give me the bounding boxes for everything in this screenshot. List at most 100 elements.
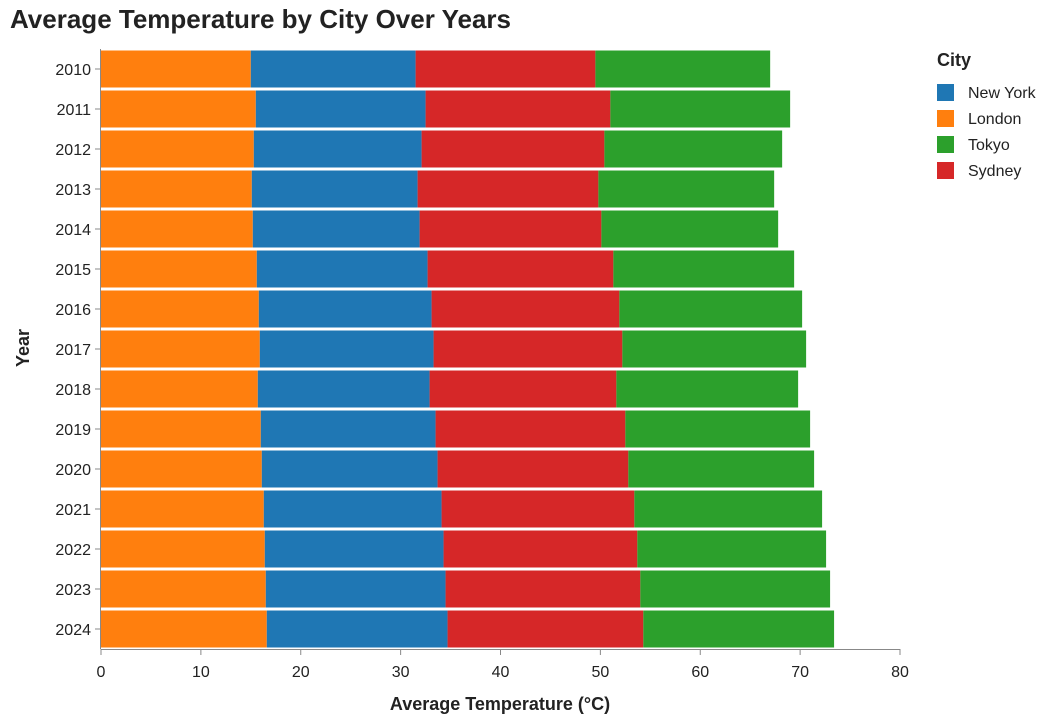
y-tick-label: 2022 bbox=[55, 542, 91, 559]
bar-new-york-2022 bbox=[264, 530, 444, 568]
bar-new-york-2023 bbox=[265, 570, 446, 608]
y-tick-label: 2010 bbox=[55, 62, 91, 79]
bar-new-york-2013 bbox=[251, 170, 418, 208]
bar-tokyo-2010 bbox=[595, 50, 771, 88]
legend: City New York London Tokyo Sydney bbox=[937, 50, 1037, 180]
y-tick-label: 2018 bbox=[55, 382, 91, 399]
bar-tokyo-2012 bbox=[604, 130, 783, 168]
y-tick-label: 2011 bbox=[57, 102, 92, 119]
bar-tokyo-2018 bbox=[616, 370, 799, 408]
legend-swatch-new-york bbox=[937, 84, 954, 101]
y-tick-label: 2014 bbox=[55, 222, 91, 239]
bar-sydney-2013 bbox=[417, 170, 599, 208]
bar-london-2011 bbox=[101, 90, 256, 128]
bar-new-york-2024 bbox=[266, 610, 448, 648]
bar-new-york-2016 bbox=[258, 290, 432, 328]
bars-layer bbox=[101, 50, 835, 648]
bar-london-2023 bbox=[101, 570, 266, 608]
bar-london-2024 bbox=[101, 610, 267, 648]
bar-new-york-2012 bbox=[253, 130, 422, 168]
x-tick-label: 80 bbox=[891, 664, 909, 681]
bar-sydney-2012 bbox=[421, 130, 605, 168]
y-tick-label: 2016 bbox=[55, 302, 91, 319]
bar-new-york-2019 bbox=[260, 410, 436, 448]
bar-london-2014 bbox=[101, 210, 253, 248]
legend-swatch-tokyo bbox=[937, 136, 954, 153]
bar-london-2015 bbox=[101, 250, 257, 288]
bar-sydney-2015 bbox=[427, 250, 614, 288]
bar-sydney-2014 bbox=[419, 210, 602, 248]
bar-sydney-2019 bbox=[435, 410, 626, 448]
bar-sydney-2020 bbox=[437, 450, 629, 488]
bar-london-2016 bbox=[101, 290, 259, 328]
bar-new-york-2018 bbox=[257, 370, 430, 408]
y-tick-label: 2021 bbox=[55, 502, 91, 519]
x-tick-label: 70 bbox=[791, 664, 809, 681]
bar-sydney-2024 bbox=[447, 610, 644, 648]
bar-london-2017 bbox=[101, 330, 260, 368]
bar-sydney-2023 bbox=[445, 570, 641, 608]
bar-sydney-2016 bbox=[431, 290, 620, 328]
y-tick-label: 2012 bbox=[55, 142, 91, 159]
bar-london-2018 bbox=[101, 370, 258, 408]
bar-london-2021 bbox=[101, 490, 264, 528]
bar-sydney-2018 bbox=[429, 370, 617, 408]
bar-new-york-2011 bbox=[255, 90, 426, 128]
y-tick-label: 2024 bbox=[55, 622, 91, 639]
bar-new-york-2021 bbox=[263, 490, 442, 528]
y-tick-label: 2013 bbox=[55, 182, 91, 199]
bar-tokyo-2013 bbox=[598, 170, 775, 208]
bar-london-2013 bbox=[101, 170, 252, 208]
bar-new-york-2015 bbox=[256, 250, 428, 288]
axes-layer: 0 10 20 30 40 50 60 70 80 2010 2011 2012 2013 2014 201… bbox=[55, 49, 909, 681]
bar-new-york-2020 bbox=[261, 450, 438, 488]
bar-new-york-2014 bbox=[252, 210, 420, 248]
bar-tokyo-2016 bbox=[619, 290, 803, 328]
bar-london-2022 bbox=[101, 530, 265, 568]
bar-sydney-2011 bbox=[425, 90, 611, 128]
legend-swatch-sydney bbox=[937, 162, 954, 179]
legend-label-sydney: Sydney bbox=[968, 163, 1021, 180]
x-tick-label: 40 bbox=[492, 664, 510, 681]
bar-tokyo-2021 bbox=[634, 490, 823, 528]
x-tick-label: 50 bbox=[591, 664, 609, 681]
bar-tokyo-2014 bbox=[601, 210, 779, 248]
y-tick-label: 2023 bbox=[55, 582, 91, 599]
bar-tokyo-2024 bbox=[643, 610, 835, 648]
y-tick-label: 2020 bbox=[55, 462, 91, 479]
bar-tokyo-2020 bbox=[628, 450, 815, 488]
bar-new-york-2010 bbox=[250, 50, 416, 88]
chart-title: Average Temperature by City Over Years bbox=[10, 4, 511, 34]
bar-sydney-2022 bbox=[443, 530, 638, 568]
y-tick-label: 2019 bbox=[55, 422, 91, 439]
bar-sydney-2021 bbox=[441, 490, 635, 528]
bar-tokyo-2017 bbox=[622, 330, 807, 368]
legend-label-new-york: New York bbox=[968, 85, 1037, 102]
y-axis-title: Year bbox=[13, 329, 33, 367]
x-tick-label: 30 bbox=[392, 664, 410, 681]
bar-tokyo-2022 bbox=[637, 530, 827, 568]
x-tick-label: 60 bbox=[691, 664, 709, 681]
x-tick-label: 0 bbox=[97, 664, 106, 681]
y-tick-label: 2017 bbox=[55, 342, 91, 359]
bar-new-york-2017 bbox=[259, 330, 434, 368]
bar-sydney-2017 bbox=[433, 330, 623, 368]
legend-label-tokyo: Tokyo bbox=[968, 137, 1010, 154]
x-axis-title: Average Temperature (°C) bbox=[390, 694, 610, 714]
legend-title: City bbox=[937, 50, 971, 70]
bar-tokyo-2011 bbox=[610, 90, 791, 128]
bar-london-2020 bbox=[101, 450, 262, 488]
bar-tokyo-2015 bbox=[613, 250, 795, 288]
bar-tokyo-2019 bbox=[625, 410, 811, 448]
y-tick-label: 2015 bbox=[55, 262, 91, 279]
x-tick-label: 20 bbox=[292, 664, 310, 681]
bar-london-2019 bbox=[101, 410, 261, 448]
bar-tokyo-2023 bbox=[640, 570, 831, 608]
x-tick-label: 10 bbox=[192, 664, 210, 681]
legend-label-london: London bbox=[968, 111, 1021, 128]
bar-london-2010 bbox=[101, 50, 251, 88]
bar-london-2012 bbox=[101, 130, 254, 168]
legend-swatch-london bbox=[937, 110, 954, 127]
bar-sydney-2010 bbox=[415, 50, 596, 88]
